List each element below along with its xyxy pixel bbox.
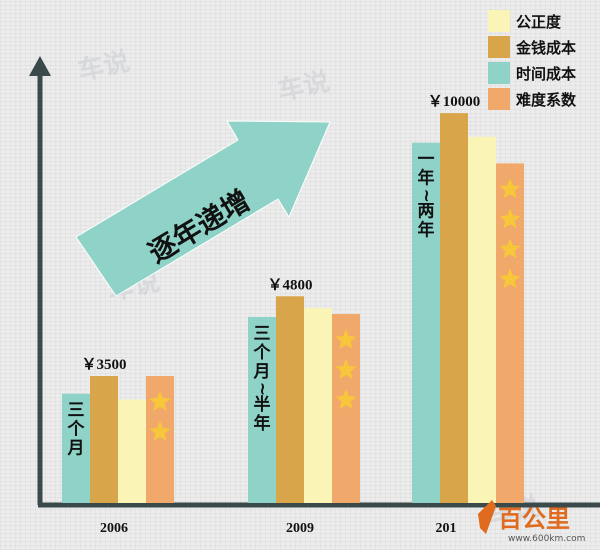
bar-fairness bbox=[468, 136, 496, 503]
logo-mark-icon bbox=[478, 500, 496, 534]
time-label-char: 年 bbox=[418, 220, 435, 241]
bar-time-cost bbox=[248, 316, 276, 503]
difficulty-star-icon bbox=[149, 391, 171, 411]
bar-money-cost bbox=[90, 376, 118, 503]
watermark-text: 车说 bbox=[275, 66, 332, 107]
price-label: ￥10000 bbox=[428, 94, 481, 110]
time-label-char: ~ bbox=[416, 189, 436, 203]
price-label: ￥4800 bbox=[267, 277, 312, 293]
difficulty-stars bbox=[149, 178, 521, 441]
legend-label: 难度系数 bbox=[515, 91, 577, 109]
time-label-char: 年 bbox=[254, 413, 271, 434]
difficulty-star-icon bbox=[499, 208, 521, 229]
time-label-char: 个 bbox=[253, 342, 272, 363]
growth-arrow: 逐年递增 bbox=[75, 120, 331, 297]
bar-time-cost bbox=[62, 393, 90, 503]
bar-money-cost bbox=[440, 113, 468, 503]
time-label-char: 半 bbox=[254, 394, 271, 415]
growth-arrow-shape bbox=[75, 120, 331, 297]
difficulty-star-icon bbox=[499, 238, 521, 259]
bar-time-cost bbox=[412, 142, 440, 503]
difficulty-star-icon bbox=[499, 178, 521, 199]
time-label-char: 一 bbox=[418, 150, 435, 170]
time-label-char: 月 bbox=[67, 439, 85, 459]
bar-fairness bbox=[118, 399, 146, 503]
logo-text: 百公里 bbox=[498, 505, 570, 533]
year-label: 2009 bbox=[286, 521, 314, 536]
time-label-char: 三 bbox=[254, 324, 271, 344]
time-label-char: ~ bbox=[252, 382, 272, 396]
time-label-char: 年 bbox=[418, 168, 435, 189]
legend-swatch bbox=[488, 62, 510, 84]
difficulty-star-icon bbox=[335, 359, 357, 379]
legend-swatch bbox=[488, 36, 510, 58]
watermark-text: 车说 bbox=[75, 46, 132, 87]
legend-label: 时间成本 bbox=[516, 65, 576, 83]
logo-url: www.600km.com bbox=[508, 534, 585, 544]
time-label-char: 两 bbox=[418, 202, 435, 222]
bar-money-cost bbox=[276, 296, 304, 503]
legend-label: 公正度 bbox=[516, 13, 562, 31]
year-label: 201 bbox=[436, 521, 457, 536]
time-label-char: 三 bbox=[68, 401, 85, 421]
time-label-char: 个 bbox=[67, 419, 86, 440]
bar-fairness bbox=[304, 308, 332, 503]
time-label-char: 月 bbox=[253, 362, 271, 382]
difficulty-star-icon bbox=[499, 268, 521, 289]
labels: ￥3500三个月2006￥4800三个月~半年2009￥10000一年~两年20… bbox=[67, 94, 481, 536]
legend-swatch bbox=[488, 10, 510, 32]
price-label: ￥3500 bbox=[81, 357, 126, 373]
difficulty-star-icon bbox=[335, 329, 357, 349]
difficulty-star-icon bbox=[335, 389, 357, 409]
y-axis-arrowhead bbox=[29, 56, 51, 76]
legend-label: 金钱成本 bbox=[515, 39, 576, 57]
site-logo: 百公里 www.600km.com bbox=[478, 500, 585, 544]
difficulty-star-icon bbox=[149, 421, 171, 441]
year-label: 2006 bbox=[100, 521, 128, 536]
bar-difficulty bbox=[332, 313, 360, 503]
legend-swatch bbox=[488, 88, 510, 110]
